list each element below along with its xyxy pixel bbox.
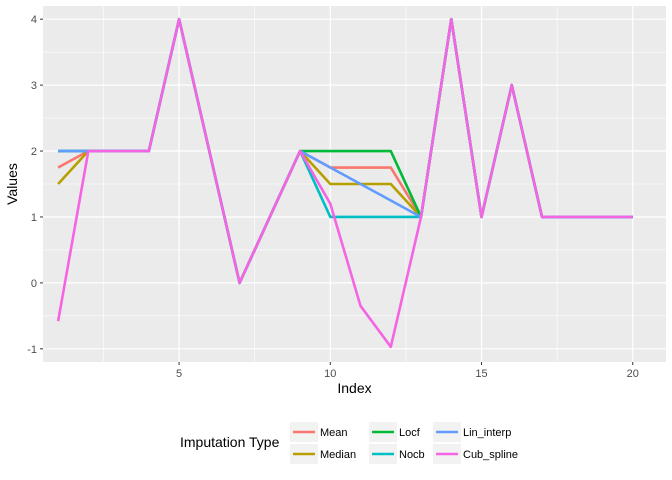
- y-tick-label: 0: [31, 278, 37, 290]
- y-tick-label: 2: [31, 146, 37, 158]
- series-line-cub-spline: [56, 17, 633, 349]
- legend-label: Locf: [399, 427, 421, 439]
- y-tick-label: 1: [31, 212, 37, 224]
- legend-label: Lin_interp: [463, 427, 511, 439]
- x-tick-label: 10: [324, 368, 336, 380]
- legend-label: Cub_spline: [463, 449, 518, 461]
- x-axis-ticks: 5 10 15 20: [176, 362, 639, 380]
- legend-title: Imputation Type: [180, 434, 280, 450]
- legend: Imputation Type Mean Median Locf Nocb Lin_in…: [180, 422, 518, 464]
- series-lines: [56, 17, 633, 349]
- x-tick-label: 20: [627, 368, 639, 380]
- x-tick-label: 5: [176, 368, 182, 380]
- y-tick-label: 3: [31, 80, 37, 92]
- y-axis-title: Values: [4, 163, 20, 205]
- y-tick-label: 4: [31, 14, 37, 26]
- x-tick-label: 15: [475, 368, 487, 380]
- legend-label: Median: [320, 449, 356, 461]
- legend-label: Mean: [320, 427, 348, 439]
- y-tick-label: -1: [27, 344, 37, 356]
- x-axis-title: Index: [337, 380, 371, 396]
- y-axis-ticks: -1 0 1 2 3 4: [27, 14, 43, 356]
- legend-label: Nocb: [399, 449, 425, 461]
- legend-items: Mean Median Locf Nocb Lin_interp Cub_spline: [290, 422, 518, 464]
